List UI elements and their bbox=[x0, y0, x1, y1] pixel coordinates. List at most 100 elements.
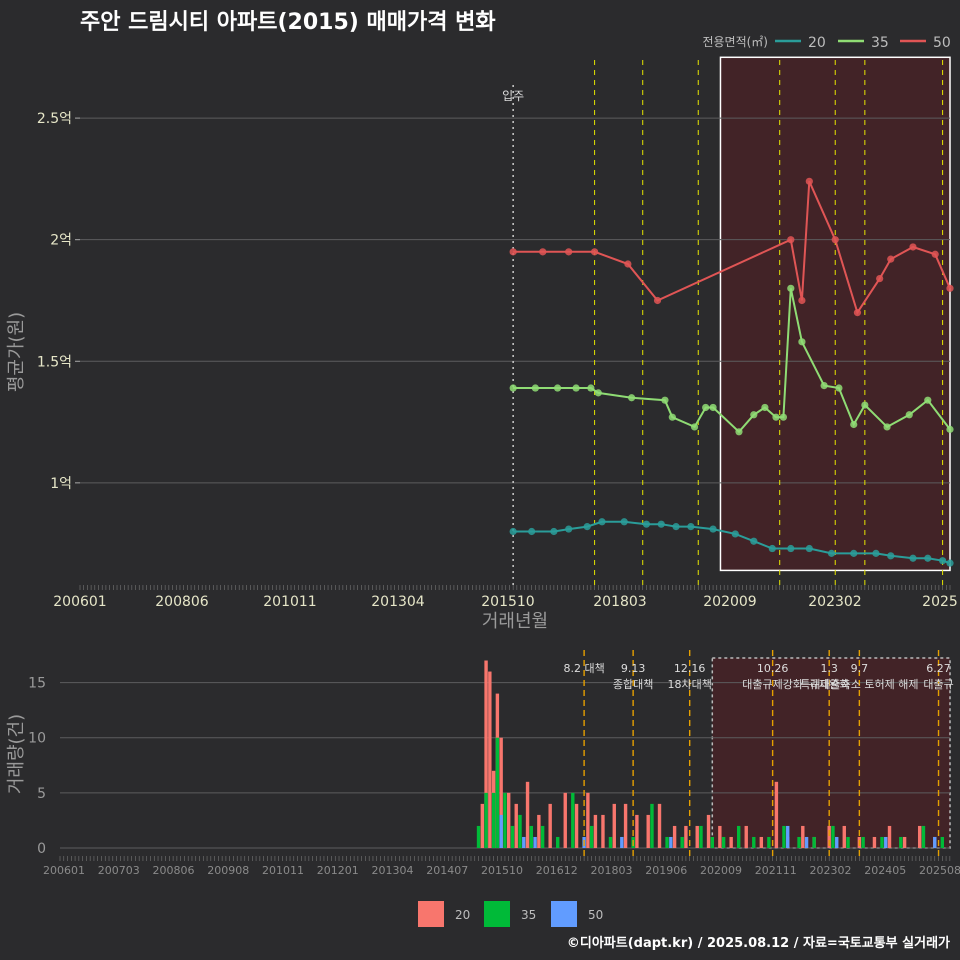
volume-bar-35 bbox=[921, 825, 926, 848]
series-point-50 bbox=[853, 309, 862, 317]
series-point-35 bbox=[594, 389, 602, 397]
series-point-20 bbox=[768, 544, 776, 553]
volume-bar-35 bbox=[608, 836, 613, 848]
volume-y-tick-label: 10 bbox=[28, 731, 46, 747]
chart-title: 주안 드림시티 아파트(2015) 매매가격 변화 bbox=[80, 10, 496, 35]
price-panel: 입주 1억 1.5억 2억 2.5억 200601 200806 201011 201304… bbox=[37, 56, 958, 610]
volume-x-tick-label: 201803 bbox=[591, 864, 633, 877]
series-point-20 bbox=[550, 527, 558, 536]
volume-bar-35 bbox=[491, 792, 496, 848]
volume-bar-20 bbox=[695, 825, 699, 848]
price-x-tick-label: 2025 bbox=[922, 594, 958, 610]
price-gridlines bbox=[80, 117, 950, 484]
volume-bar-20 bbox=[684, 825, 688, 848]
series-point-35 bbox=[661, 396, 669, 404]
series-point-20 bbox=[787, 544, 795, 553]
price-y-ticks: 1억 1.5억 2억 2.5억 bbox=[37, 111, 80, 492]
series-point-20 bbox=[620, 518, 628, 526]
event-lines bbox=[583, 650, 940, 856]
volume-legend-label-35: 35 bbox=[521, 908, 536, 922]
series-point-20 bbox=[731, 530, 739, 538]
volume-x-tick-label: 202009 bbox=[700, 864, 742, 877]
price-y-tick-label: 2억 bbox=[50, 233, 72, 249]
series-point-50 bbox=[946, 284, 954, 292]
volume-x-tick-label: 202508 bbox=[919, 864, 960, 877]
series-point-50 bbox=[509, 248, 517, 256]
legend-label-20: 20 bbox=[808, 35, 826, 51]
volume-bar-20 bbox=[872, 836, 877, 848]
event-label: 9.13 bbox=[621, 662, 646, 675]
volume-bar-35 bbox=[721, 836, 726, 848]
volume-x-tick-label: 201407 bbox=[426, 864, 468, 877]
series-point-35 bbox=[750, 411, 758, 419]
volume-bar-35 bbox=[699, 825, 703, 848]
series-point-20 bbox=[909, 554, 917, 562]
volume-bar-20 bbox=[827, 825, 831, 848]
series-point-20 bbox=[687, 523, 695, 531]
series-point-20 bbox=[672, 523, 680, 531]
volume-bar-20 bbox=[548, 803, 552, 848]
price-series bbox=[509, 177, 954, 567]
series-point-20 bbox=[642, 520, 651, 528]
volume-bar-20 bbox=[917, 825, 922, 848]
volume-x-tick-label: 201510 bbox=[481, 864, 523, 877]
event-label: 특례대출축소 토허제 해제 bbox=[800, 677, 918, 691]
volume-legend-swatch-20 bbox=[418, 901, 444, 927]
series-point-35 bbox=[572, 384, 580, 392]
event-label: 10.26 bbox=[757, 662, 789, 675]
legend-label-50: 50 bbox=[933, 35, 951, 51]
volume-x-tick-label: 201906 bbox=[645, 864, 687, 877]
volume-bar-20 bbox=[672, 825, 677, 848]
volume-bar-35 bbox=[752, 836, 756, 848]
volume-y-axis-label: 거래량(건) bbox=[6, 714, 27, 794]
volume-bar-20 bbox=[774, 781, 779, 848]
series-point-20 bbox=[827, 549, 836, 557]
volume-bar-35 bbox=[556, 836, 560, 848]
series-point-50 bbox=[653, 296, 662, 305]
volume-x-tick-label: 200908 bbox=[207, 864, 249, 877]
volume-bar-35 bbox=[665, 836, 669, 848]
series-point-20 bbox=[528, 527, 536, 536]
volume-y-tick-label: 5 bbox=[37, 786, 46, 802]
volume-bar-35 bbox=[589, 825, 594, 848]
volume-bar-50 bbox=[804, 836, 809, 848]
series-point-20 bbox=[850, 549, 858, 557]
series-point-50 bbox=[787, 236, 795, 244]
event-label: 대출규제강화 bbox=[742, 678, 803, 691]
volume-bar-35 bbox=[710, 836, 715, 848]
series-point-50 bbox=[565, 248, 573, 256]
event-label: 18차대책 bbox=[668, 678, 712, 691]
size-legend: 전용면적(㎡) 20 35 50 bbox=[702, 35, 950, 51]
volume-x-tick-label: 201201 bbox=[317, 864, 359, 877]
series-point-35 bbox=[690, 423, 699, 431]
series-point-35 bbox=[709, 403, 717, 412]
series-point-35 bbox=[628, 394, 636, 402]
price-y-axis-label: 평균가(원) bbox=[6, 312, 27, 392]
volume-x-tick-label: 201011 bbox=[262, 864, 304, 877]
event-labels: 8.2 대책 9.13 종합대책 12.16 18차대책 10.26 대출규제강화 1.3 규제… bbox=[563, 662, 953, 691]
series-point-50 bbox=[831, 236, 839, 244]
series-point-35 bbox=[509, 384, 517, 392]
volume-panel: 8.2 대책 9.13 종합대책 12.16 18차대책 10.26 대출규제강화 1.3 규제… bbox=[28, 650, 960, 877]
event-label: 12.16 bbox=[674, 662, 706, 675]
volume-bar-20 bbox=[646, 814, 650, 848]
volume-legend: 20 35 50 bbox=[418, 901, 603, 927]
volume-bar-35 bbox=[529, 825, 534, 848]
series-point-50 bbox=[798, 296, 806, 305]
series-point-35 bbox=[798, 338, 806, 346]
series-point-35 bbox=[531, 384, 539, 392]
series-point-35 bbox=[779, 413, 788, 421]
price-y-tick-label: 1억 bbox=[50, 476, 72, 492]
series-point-35 bbox=[905, 411, 913, 419]
price-x-tick-label: 202009 bbox=[703, 594, 756, 610]
volume-x-tick-label: 202111 bbox=[755, 864, 797, 877]
series-point-50 bbox=[909, 243, 917, 251]
price-x-tick-label: 202302 bbox=[808, 594, 861, 610]
volume-bar-50 bbox=[499, 814, 503, 848]
volume-bar-50 bbox=[884, 836, 888, 848]
volume-y-tick-label: 15 bbox=[28, 676, 46, 692]
volume-bar-20 bbox=[574, 803, 579, 848]
price-x-tick-label: 201510 bbox=[481, 594, 534, 610]
volume-bar-35 bbox=[510, 825, 515, 848]
price-y-tick-label: 2.5억 bbox=[37, 111, 72, 127]
